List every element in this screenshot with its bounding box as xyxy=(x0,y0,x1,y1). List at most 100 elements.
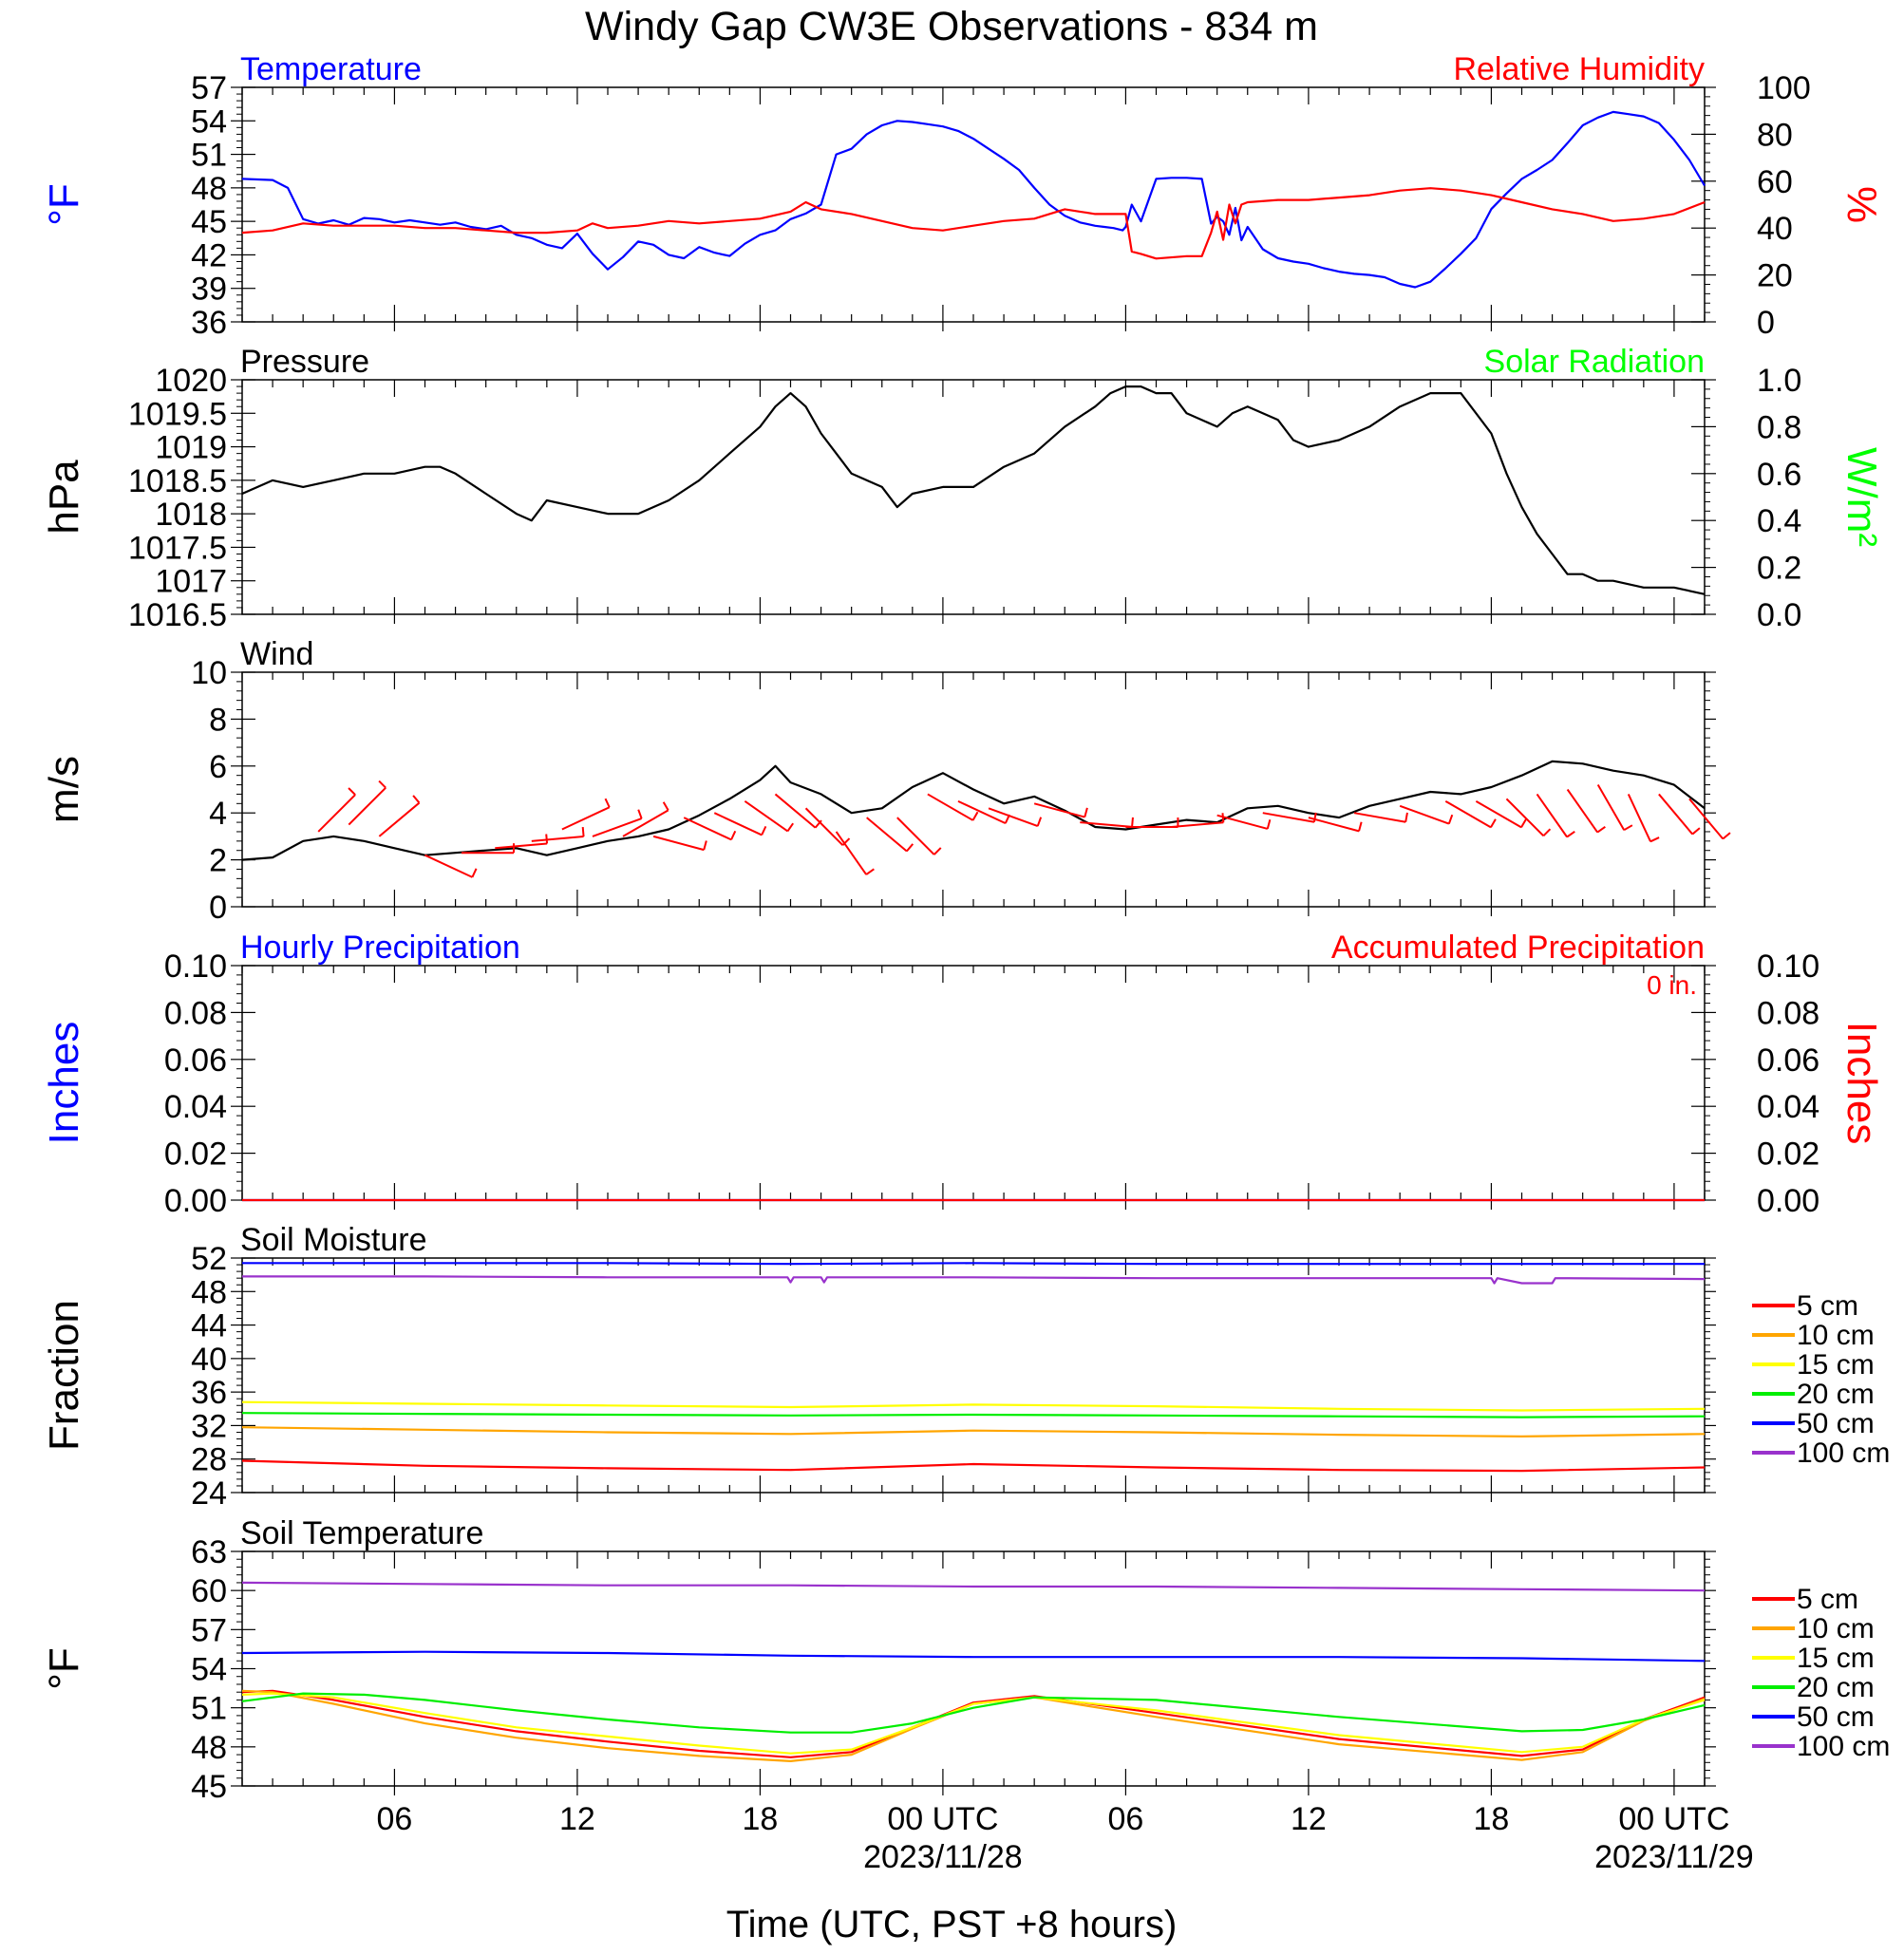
wind-barb xyxy=(561,806,611,831)
wind-barb xyxy=(866,817,908,853)
y-tick-label: 57 xyxy=(191,70,227,106)
y-tick-label: 42 xyxy=(191,237,227,273)
wind-barb xyxy=(927,793,974,821)
wind-barb-flag xyxy=(581,826,585,837)
wind-barb-flag xyxy=(971,811,979,821)
panel-title-left: Soil Temperature xyxy=(240,1515,483,1551)
y-tick-label: 1016.5 xyxy=(128,597,227,633)
wind-barb-flag xyxy=(1650,836,1660,843)
accumulated-total-label: 0 in. xyxy=(1647,970,1697,1000)
y-axis-label-left: hPa xyxy=(41,460,87,535)
wind-barb xyxy=(1262,812,1315,823)
wind-barb-flag xyxy=(933,847,942,855)
wind-barb-flag xyxy=(348,787,356,796)
x-tick-label: 06 xyxy=(377,1801,413,1837)
y-tick-label: 32 xyxy=(191,1408,227,1444)
y-tick-label: 24 xyxy=(191,1475,227,1512)
wind-barb xyxy=(804,807,844,846)
wind-barb-flag xyxy=(865,868,875,875)
y2-tick-label: 100 xyxy=(1757,70,1811,106)
y-tick-label: 1017.5 xyxy=(128,530,227,566)
legend-label: 5 cm xyxy=(1797,1584,1858,1615)
wind-barb-flag xyxy=(703,840,707,851)
wind-barb-flag xyxy=(1084,807,1088,817)
plot-frame xyxy=(241,86,1706,323)
y-tick-label: 4 xyxy=(209,796,227,832)
wind-barb-flag xyxy=(1358,821,1363,832)
wind-barb-flag xyxy=(730,830,737,840)
panel-title-left: Soil Moisture xyxy=(240,1222,427,1258)
y2-tick-label: 0.6 xyxy=(1757,457,1801,493)
wind-barb xyxy=(774,793,817,829)
y2-tick-label: 20 xyxy=(1757,258,1793,294)
wind-barb xyxy=(495,842,548,850)
series-soil-moisture-15-cm xyxy=(241,1400,1706,1412)
legend-label: 10 cm xyxy=(1797,1320,1875,1351)
wind-barb xyxy=(1566,788,1598,834)
y2-tick-label: 0.02 xyxy=(1757,1137,1819,1173)
wind-barb-flag xyxy=(378,780,386,789)
wind-barb-flag xyxy=(1596,825,1606,834)
panel-title-left: Temperature xyxy=(240,51,422,87)
y2-tick-label: 0.10 xyxy=(1757,949,1819,985)
y-axis-label-left: Fraction xyxy=(41,1300,87,1451)
wind-barb-flag xyxy=(906,843,914,853)
wind-barb-flag xyxy=(1404,812,1408,822)
wind-barb-flag xyxy=(786,822,794,832)
series-soil-temp-100-cm xyxy=(241,1581,1706,1592)
y-axis-label-left: °F xyxy=(41,183,87,225)
y2-tick-label: 60 xyxy=(1757,164,1793,200)
panel-title-left: Wind xyxy=(240,636,313,672)
series-temp-rh-temperature xyxy=(241,110,1706,289)
series-soil-moisture-100-cm xyxy=(242,1275,1706,1285)
y2-tick-label: 80 xyxy=(1757,117,1793,153)
series-pressure-pressure xyxy=(241,385,1706,595)
y-tick-label: 39 xyxy=(191,272,227,308)
wind-barb xyxy=(592,817,642,837)
x-tick-label: 12 xyxy=(1291,1801,1327,1837)
chart-title: Windy Gap CW3E Observations - 834 m xyxy=(585,4,1318,49)
series-soil-temp-50-cm xyxy=(241,1650,1706,1663)
wind-barb xyxy=(424,854,473,878)
y-tick-label: 0.08 xyxy=(164,995,227,1031)
wind-barb-flag xyxy=(1131,817,1134,827)
series-soil-temp-5-cm xyxy=(241,1689,1706,1758)
x-tick-label: 18 xyxy=(1474,1801,1510,1837)
y-tick-label: 54 xyxy=(191,103,227,140)
wind-barb xyxy=(1505,798,1545,836)
y2-tick-label: 0.8 xyxy=(1757,409,1801,445)
legend-label: 50 cm xyxy=(1797,1408,1875,1439)
wind-barb xyxy=(1033,802,1085,818)
y-tick-label: 1020 xyxy=(155,363,227,399)
wind-barb xyxy=(988,807,1039,828)
legend-label: 15 cm xyxy=(1797,1349,1875,1381)
y-tick-label: 40 xyxy=(191,1342,227,1378)
wind-barb-flag xyxy=(1566,830,1575,838)
legend-label: 20 cm xyxy=(1797,1672,1875,1703)
y-tick-label: 54 xyxy=(191,1652,227,1688)
wind-barb xyxy=(622,809,669,837)
y-tick-label: 51 xyxy=(191,1691,227,1727)
y-tick-label: 44 xyxy=(191,1308,227,1344)
series-wind-wind xyxy=(241,760,1706,861)
wind-barb-flag xyxy=(1722,832,1731,840)
wind-barb xyxy=(1627,794,1651,842)
y-tick-label: 8 xyxy=(209,702,227,738)
wind-barb-flag xyxy=(604,798,611,808)
wind-barb xyxy=(713,812,763,836)
wind-barb-flag xyxy=(1623,824,1633,832)
series-soil-moisture-10-cm xyxy=(241,1426,1706,1438)
y-tick-label: 63 xyxy=(191,1534,227,1570)
plot-frame xyxy=(241,379,1706,615)
plot-frame xyxy=(241,1257,1706,1494)
y2-tick-label: 0.0 xyxy=(1757,597,1801,633)
wind-barb xyxy=(1216,814,1269,830)
wind-barb-flag xyxy=(1542,828,1552,836)
x-axis-label: Time (UTC, PST +8 hours) xyxy=(726,1904,1178,1945)
x-tick-date-label: 2023/11/28 xyxy=(863,1839,1023,1875)
wind-barb-flag xyxy=(1490,818,1497,828)
wind-barb xyxy=(744,800,789,833)
y2-tick-label: 40 xyxy=(1757,211,1793,247)
